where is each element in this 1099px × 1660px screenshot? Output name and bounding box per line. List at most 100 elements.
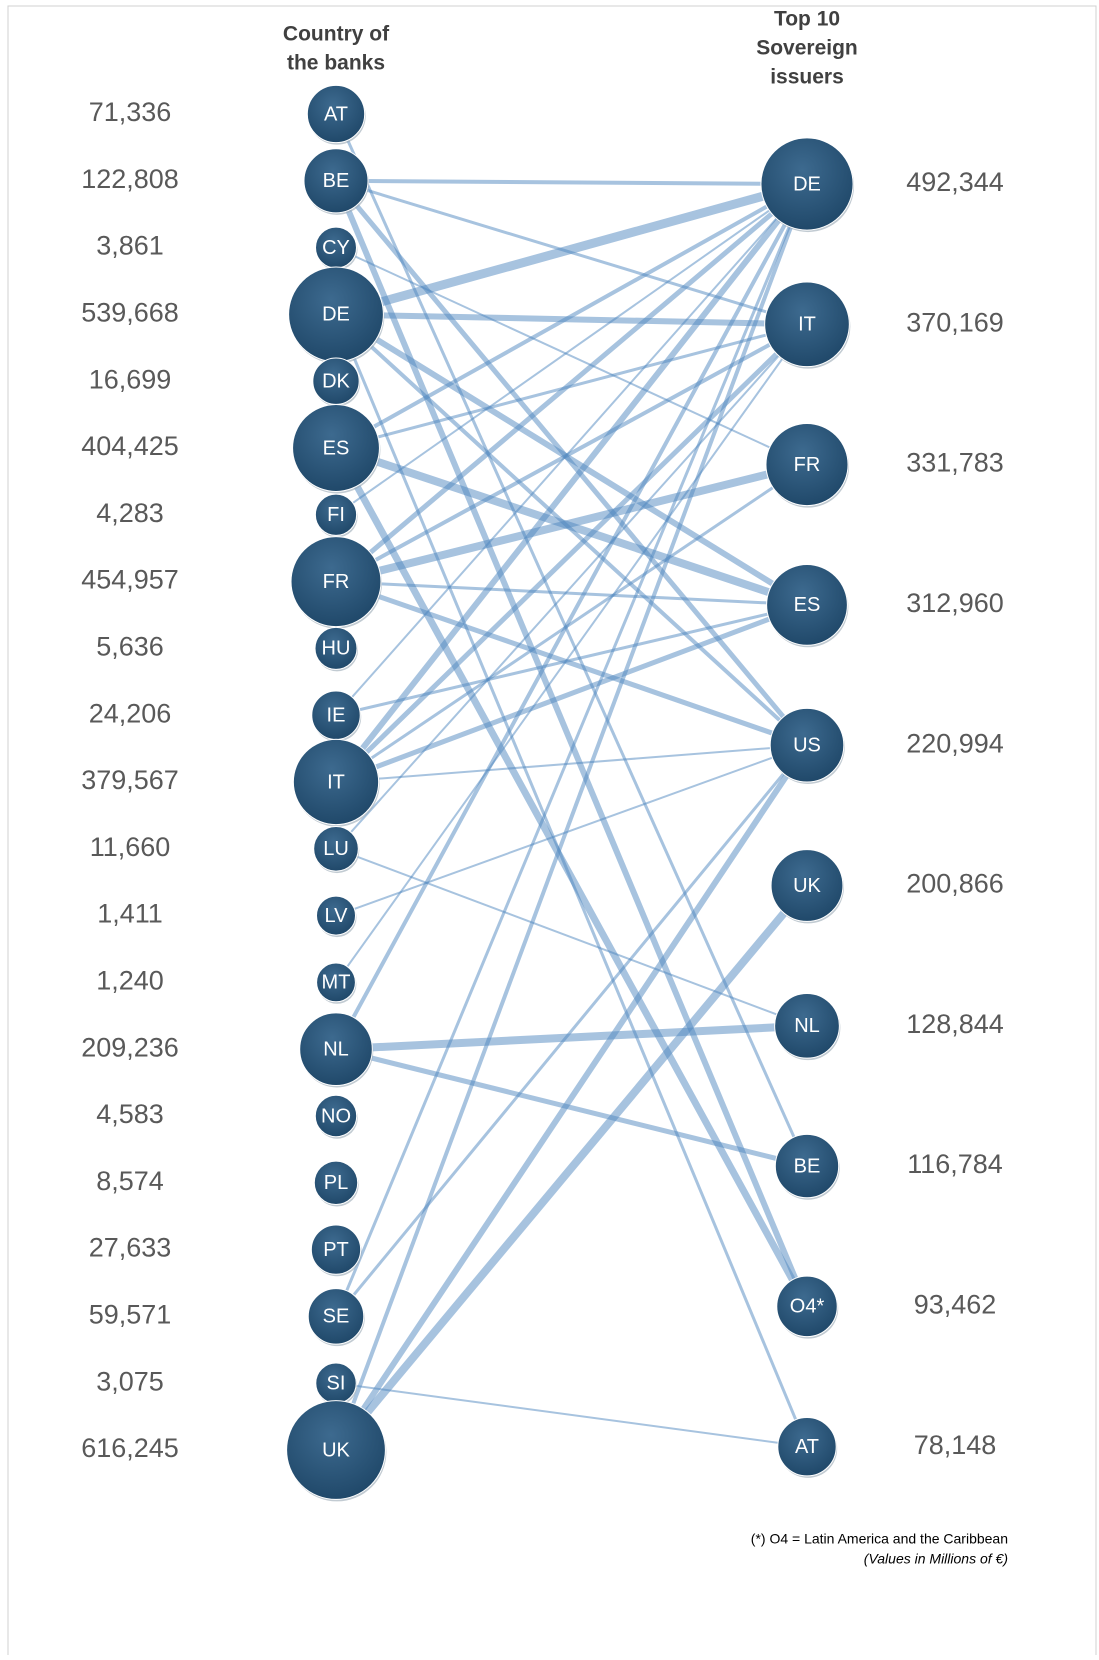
node-label: IT	[327, 771, 345, 793]
node	[292, 738, 380, 826]
node-label: FI	[327, 504, 345, 526]
link	[335, 460, 808, 586]
link	[335, 1021, 808, 1054]
node-label: FR	[323, 571, 350, 593]
link	[335, 1046, 808, 1169]
node	[313, 1160, 359, 1206]
node	[316, 962, 356, 1003]
link	[335, 183, 808, 516]
link	[334, 183, 809, 1451]
link	[335, 602, 808, 785]
node-label: DE	[322, 304, 350, 326]
link	[334, 322, 809, 784]
node	[760, 137, 854, 231]
node-label: HU	[322, 638, 351, 660]
node-label: NL	[323, 1038, 349, 1060]
node-label: NO	[321, 1105, 351, 1127]
node-label: FR	[794, 454, 821, 476]
link	[335, 579, 808, 748]
node-value: 71,336	[89, 97, 172, 127]
link	[334, 744, 809, 1318]
node	[310, 1224, 362, 1275]
link	[334, 183, 809, 1051]
link	[335, 603, 808, 717]
link	[335, 246, 808, 466]
node-value: 116,784	[907, 1149, 1003, 1179]
node-value: 24,206	[89, 698, 172, 728]
node	[774, 1133, 840, 1199]
node	[306, 84, 366, 144]
link	[334, 182, 809, 584]
node-label: UK	[322, 1439, 350, 1461]
left-title: Country of	[283, 23, 390, 46]
link	[334, 183, 809, 1317]
link	[332, 882, 811, 1453]
node-label: SE	[323, 1306, 350, 1328]
node-label: MT	[322, 972, 351, 994]
node-label: BE	[323, 170, 350, 192]
node-value: 492,344	[906, 167, 1004, 197]
node	[307, 1288, 365, 1345]
node-label: ES	[323, 437, 350, 459]
node-label: IT	[798, 314, 816, 336]
link	[335, 323, 808, 850]
link	[335, 744, 808, 783]
node-value: 379,567	[81, 765, 179, 795]
node	[286, 1400, 386, 1500]
node-value: 370,169	[906, 307, 1004, 337]
footnote: (*) O4 = Latin America and the Caribbean	[751, 1531, 1008, 1547]
node	[299, 1012, 373, 1086]
link	[335, 322, 808, 584]
node-value: 8,574	[96, 1166, 164, 1196]
node-value: 5,636	[96, 632, 164, 662]
link	[335, 182, 808, 450]
node-value: 539,668	[81, 298, 179, 328]
right-title: issuers	[770, 66, 844, 89]
nodes: AT 71,336 BE 122,808 CY 3,861 DE 539,668 DK 16,69…	[81, 84, 1004, 1502]
node-value: 4,583	[96, 1099, 164, 1129]
node-value: 454,957	[81, 565, 179, 595]
node-label: UK	[793, 875, 821, 897]
node	[314, 626, 358, 670]
node-label: BE	[794, 1155, 821, 1177]
link	[335, 183, 808, 716]
node-value: 404,425	[81, 431, 179, 461]
link	[335, 463, 808, 784]
node-value: 3,861	[96, 231, 164, 261]
link	[334, 179, 809, 319]
node-label: SI	[327, 1372, 346, 1394]
link	[333, 179, 810, 1308]
node	[765, 423, 849, 507]
node-value: 312,960	[906, 588, 1004, 618]
node	[314, 1094, 358, 1138]
node-value: 128,844	[906, 1009, 1004, 1039]
link	[333, 743, 810, 1452]
node-value: 59,571	[89, 1300, 172, 1330]
node-value: 3,075	[96, 1366, 164, 1396]
left-title: the banks	[287, 52, 385, 75]
node-label: AT	[795, 1436, 819, 1458]
node-value: 11,660	[90, 832, 171, 862]
node-value: 27,633	[89, 1233, 172, 1263]
node-value: 16,699	[89, 364, 172, 394]
link	[335, 322, 808, 450]
node	[764, 281, 850, 368]
node-label: US	[793, 734, 821, 756]
node-label: DK	[322, 370, 350, 392]
link	[332, 446, 811, 1309]
node	[313, 825, 359, 872]
link	[334, 311, 809, 608]
node	[777, 1417, 837, 1477]
node-value: 209,236	[81, 1032, 179, 1062]
node-value: 200,866	[906, 869, 1004, 899]
link	[335, 311, 808, 328]
link	[333, 182, 810, 784]
links	[332, 113, 811, 1453]
node-value: 616,245	[81, 1433, 179, 1463]
link	[335, 323, 808, 983]
node	[314, 493, 358, 536]
right-title: Top 10	[774, 8, 840, 31]
node	[303, 148, 369, 214]
node-label: DE	[793, 173, 821, 195]
